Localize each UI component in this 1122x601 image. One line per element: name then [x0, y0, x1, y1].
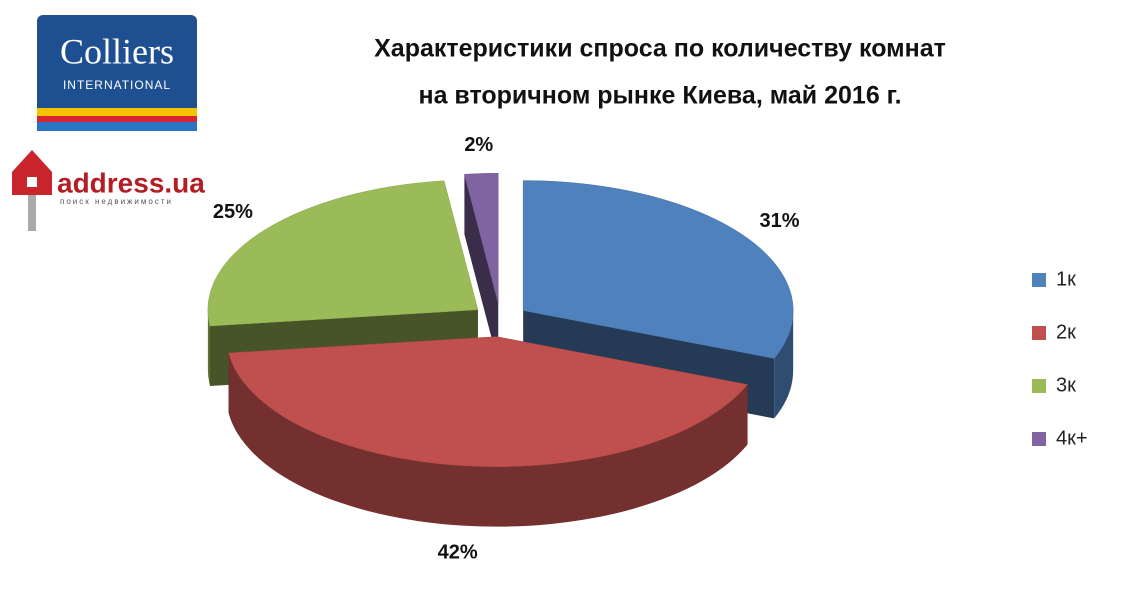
logo-text: address.ua [57, 167, 205, 198]
slice [228, 336, 748, 527]
legend-swatch [1032, 379, 1046, 393]
value-label: 31% [760, 210, 800, 232]
chart-title: Характеристики спроса по количеству комн… [374, 35, 946, 63]
slice-wall [207, 309, 211, 386]
slice-top [464, 172, 499, 304]
key-icon [28, 195, 36, 231]
value-label: 25% [213, 201, 253, 223]
legend-swatch [1032, 273, 1046, 287]
legend-swatch [1032, 432, 1046, 446]
house-icon [12, 150, 52, 195]
slice-top [228, 336, 748, 467]
address-logo: address.ua поиск недвижимости [12, 150, 205, 231]
colliers-logo: Colliers INTERNATIONAL [37, 15, 197, 131]
logo-subtext: INTERNATIONAL [63, 78, 171, 92]
legend-label: 4к+ [1056, 427, 1088, 449]
logo-stripe [37, 108, 197, 116]
chart-title: на вторичном рынке Киева, май 2016 г. [418, 82, 901, 110]
legend-swatch [1032, 326, 1046, 340]
slice-side [464, 174, 499, 364]
logo-subtext: поиск недвижимости [60, 197, 173, 206]
logo-stripe [37, 116, 197, 122]
legend-label: 2к [1056, 321, 1076, 343]
slice [464, 172, 499, 364]
value-label: 42% [438, 542, 478, 564]
slice-top [522, 180, 794, 359]
legend-label: 3к [1056, 374, 1076, 396]
logo-box [37, 15, 197, 131]
value-label: 2% [464, 134, 493, 156]
house-window [27, 177, 37, 187]
slice-top [207, 180, 479, 327]
slice-wall [774, 310, 794, 419]
legend-label: 1к [1056, 268, 1076, 290]
logo-text: Colliers [60, 31, 174, 71]
logo-stripe [37, 122, 197, 131]
slice-wall [228, 352, 748, 527]
